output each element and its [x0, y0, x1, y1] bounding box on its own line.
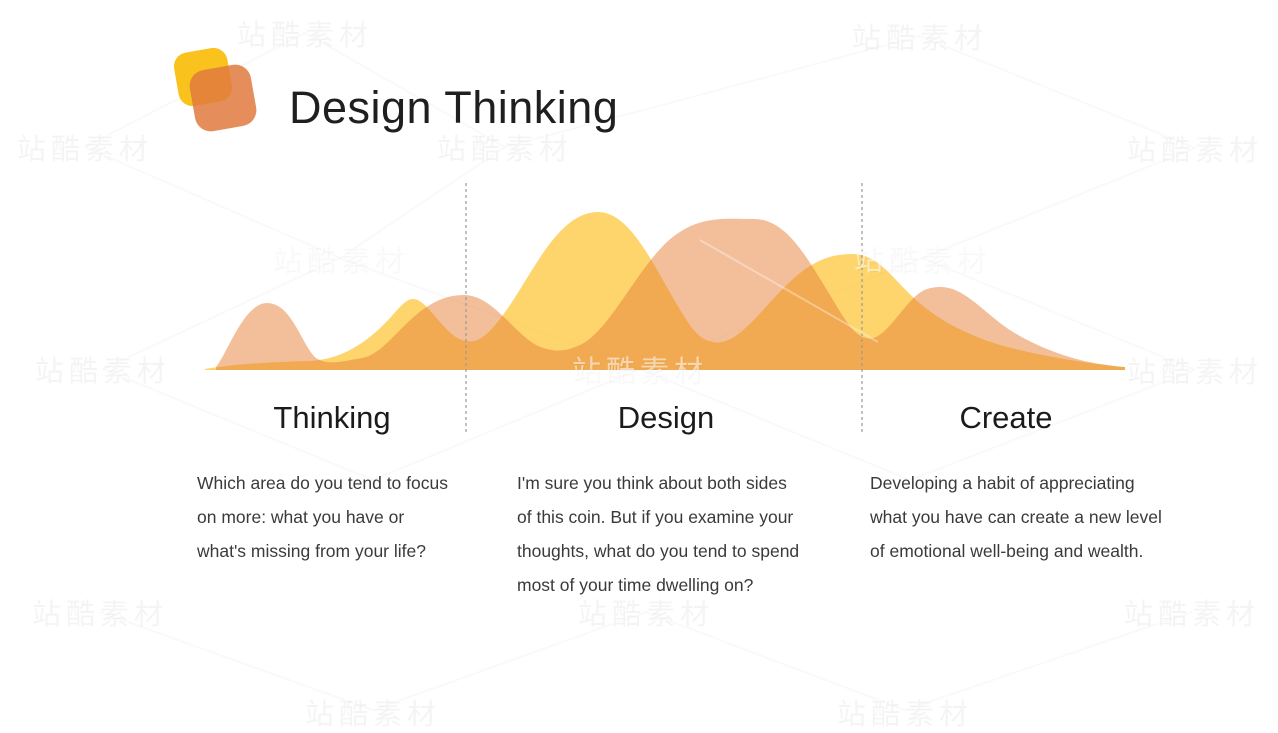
section-body-thinking: Which area do you tend to focus on more:…	[197, 473, 448, 561]
section-body-create: Developing a habit of appreciating what …	[870, 473, 1162, 561]
salmon-wave-area	[216, 218, 1125, 370]
page-title: Design Thinking	[289, 82, 619, 134]
section-heading-thinking: Thinking	[273, 400, 391, 435]
section-heading-design: Design	[617, 400, 715, 435]
lattice-glints	[699, 239, 1159, 373]
section-body-design: I'm sure you think about both sides of t…	[517, 473, 800, 595]
section-heading-create: Create	[959, 400, 1053, 435]
